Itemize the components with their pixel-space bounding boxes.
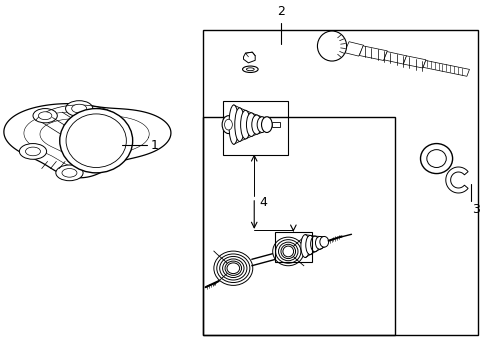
Ellipse shape	[275, 240, 300, 263]
Bar	[203, 30, 477, 336]
Ellipse shape	[216, 254, 249, 283]
Ellipse shape	[319, 237, 328, 247]
Text: 3: 3	[471, 203, 479, 216]
Ellipse shape	[426, 150, 446, 167]
Ellipse shape	[305, 235, 314, 255]
Polygon shape	[4, 104, 171, 178]
Polygon shape	[359, 46, 386, 60]
Ellipse shape	[228, 105, 238, 144]
Ellipse shape	[60, 109, 132, 173]
Ellipse shape	[56, 165, 83, 181]
Ellipse shape	[242, 66, 258, 72]
Polygon shape	[383, 51, 406, 64]
Ellipse shape	[72, 104, 86, 113]
Ellipse shape	[272, 237, 303, 266]
Ellipse shape	[65, 101, 93, 116]
Ellipse shape	[66, 114, 126, 167]
Ellipse shape	[257, 117, 266, 132]
Ellipse shape	[101, 148, 125, 162]
Ellipse shape	[278, 242, 297, 261]
Ellipse shape	[222, 116, 234, 134]
Ellipse shape	[224, 119, 232, 130]
Polygon shape	[243, 52, 255, 63]
Ellipse shape	[315, 237, 324, 249]
Ellipse shape	[234, 108, 244, 141]
Text: 2: 2	[277, 5, 285, 18]
Polygon shape	[344, 42, 363, 56]
Ellipse shape	[283, 246, 293, 257]
Ellipse shape	[20, 144, 46, 159]
Ellipse shape	[219, 256, 246, 280]
Ellipse shape	[240, 111, 250, 139]
Text: 4: 4	[259, 196, 266, 209]
Polygon shape	[422, 60, 468, 76]
Ellipse shape	[251, 115, 261, 134]
Ellipse shape	[33, 109, 57, 123]
Ellipse shape	[246, 113, 256, 136]
Ellipse shape	[222, 259, 244, 278]
Ellipse shape	[25, 147, 41, 156]
Text: 1: 1	[151, 139, 159, 152]
Polygon shape	[445, 167, 467, 193]
Ellipse shape	[62, 168, 77, 177]
Ellipse shape	[261, 117, 272, 132]
Ellipse shape	[213, 251, 252, 285]
Ellipse shape	[420, 144, 452, 174]
Ellipse shape	[317, 31, 346, 61]
Ellipse shape	[39, 112, 52, 120]
Ellipse shape	[310, 236, 319, 252]
Bar	[275, 232, 311, 262]
Ellipse shape	[246, 68, 254, 71]
Polygon shape	[403, 56, 425, 68]
Ellipse shape	[226, 263, 239, 274]
Bar	[271, 122, 280, 127]
Ellipse shape	[281, 244, 295, 258]
Ellipse shape	[300, 235, 309, 257]
Ellipse shape	[224, 261, 241, 275]
Bar	[203, 117, 394, 336]
Bar	[222, 102, 287, 155]
Ellipse shape	[106, 151, 120, 159]
